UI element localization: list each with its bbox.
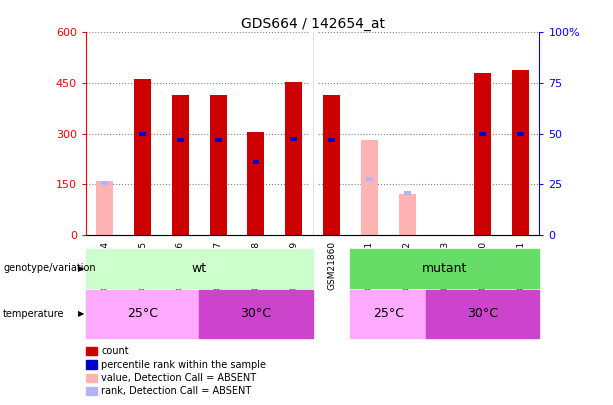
- Bar: [86, 249, 313, 288]
- Bar: [210, 95, 227, 235]
- Text: value, Detection Call = ABSENT: value, Detection Call = ABSENT: [101, 373, 256, 383]
- Bar: [86, 290, 199, 338]
- Bar: [101, 181, 108, 185]
- Bar: [215, 139, 221, 143]
- Bar: [291, 137, 297, 141]
- Bar: [253, 160, 259, 164]
- Bar: [199, 290, 313, 338]
- Text: wt: wt: [192, 262, 207, 275]
- Text: count: count: [101, 346, 129, 356]
- Bar: [96, 181, 113, 235]
- Bar: [479, 132, 486, 136]
- Text: 30°C: 30°C: [240, 307, 272, 320]
- Text: 30°C: 30°C: [467, 307, 498, 320]
- Bar: [512, 70, 529, 235]
- Bar: [248, 132, 264, 235]
- Title: GDS664 / 142654_at: GDS664 / 142654_at: [241, 17, 384, 31]
- Bar: [172, 95, 189, 235]
- Bar: [517, 132, 524, 136]
- Bar: [323, 95, 340, 235]
- Text: genotype/variation: genotype/variation: [3, 263, 96, 273]
- Text: temperature: temperature: [3, 309, 64, 319]
- Bar: [177, 139, 184, 143]
- Bar: [404, 191, 411, 195]
- Text: 25°C: 25°C: [373, 307, 404, 320]
- Bar: [474, 73, 491, 235]
- Bar: [285, 82, 302, 235]
- Text: ▶: ▶: [78, 309, 85, 318]
- Text: percentile rank within the sample: percentile rank within the sample: [101, 360, 266, 369]
- Bar: [361, 141, 378, 235]
- Bar: [351, 249, 539, 288]
- Bar: [426, 290, 539, 338]
- Text: rank, Detection Call = ABSENT: rank, Detection Call = ABSENT: [101, 386, 251, 396]
- Bar: [366, 177, 373, 181]
- Bar: [398, 194, 416, 235]
- Bar: [139, 132, 146, 136]
- Bar: [328, 139, 335, 143]
- Bar: [351, 290, 426, 338]
- Text: 25°C: 25°C: [127, 307, 158, 320]
- Bar: [134, 79, 151, 235]
- Text: mutant: mutant: [422, 262, 468, 275]
- Text: ▶: ▶: [78, 264, 85, 273]
